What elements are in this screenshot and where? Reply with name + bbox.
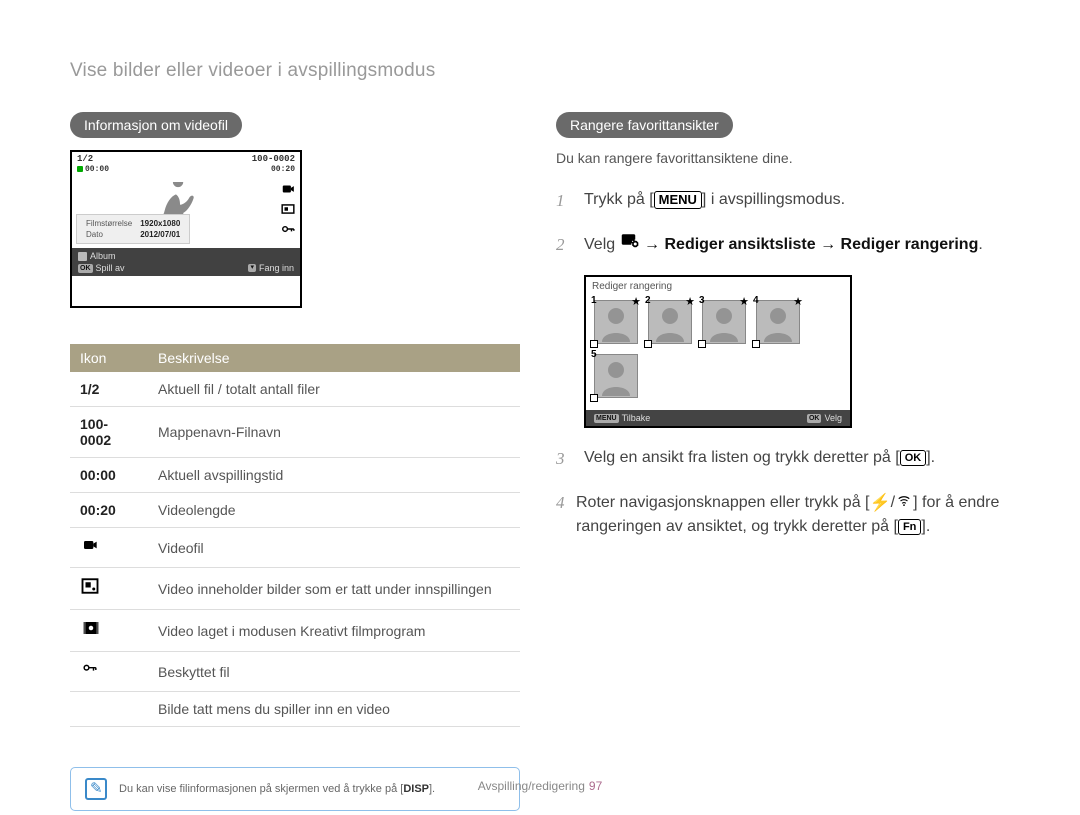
video-info-screen: 1/2 100-0002 00:00 00:20 [70,150,302,308]
table-icon-cell [70,528,148,568]
step-1: 1 Trykk på [MENU] i avspillingsmodus. [556,188,1010,214]
table-desc-cell: Aktuell avspillingstid [148,458,520,493]
ok-key-icon: OK [807,414,822,423]
face-thumbnail [648,300,692,344]
album-icon [78,252,87,261]
table-icon-cell [70,610,148,652]
face-thumbnail [594,354,638,398]
step-2: 2 Velg → Rediger ansiktsliste → Rediger … [556,232,1010,258]
table-row: Bilde tatt mens du spiller inn en video [70,692,520,727]
flash-icon: ⚡ [869,490,890,516]
rec-dot-icon [77,166,83,172]
table-row: Videofil [70,528,520,568]
face-thumbnail [702,300,746,344]
table-head-desc: Beskrivelse [148,344,520,372]
table-head-icon: Ikon [70,344,148,372]
table-icon-cell [70,692,148,727]
video-info-overlay: Filmstørrelse1920x1080 Dato2012/07/01 [76,214,190,244]
table-icon-cell: 100-0002 [70,407,148,458]
face-cell: 2★ [648,300,692,344]
face-cell: 5 [594,354,638,398]
screen-time-left: 00:00 [85,165,109,174]
table-icon-cell [70,652,148,692]
key-icon [80,661,100,681]
screen-footer: Album OKSpill av ▾Fang inn [72,248,300,276]
table-desc-cell: Mappenavn-Filnavn [148,407,520,458]
table-row: 1/2Aktuell fil / totalt antall filer [70,372,520,407]
face-screen-title: Rediger rangering [586,277,850,296]
table-icon-cell: 1/2 [70,372,148,407]
menu-key-icon: MENU [594,414,619,423]
table-icon-cell [70,568,148,610]
key-icon [281,222,295,239]
face-cell: 3★ [702,300,746,344]
step-4: 4 Roter navigasjonsknappen eller trykk p… [556,490,1010,540]
video-icon [281,182,295,199]
table-icon-cell: 00:00 [70,458,148,493]
table-row: 00:20Videolengde [70,493,520,528]
settings-gear-icon [620,232,640,258]
table-desc-cell: Beskyttet fil [148,652,520,692]
down-key-icon: ▾ [248,264,256,272]
table-desc-cell: Bilde tatt mens du spiller inn en video [148,692,520,727]
camera-icon [80,537,100,557]
creative-icon [80,621,102,641]
right-section-pill: Rangere favorittansikter [556,112,733,138]
left-section-pill: Informasjon om videofil [70,112,242,138]
table-desc-cell: Videolengde [148,493,520,528]
screen-time-right: 00:20 [271,165,295,174]
capture-icon [80,579,100,599]
face-thumbnail [756,300,800,344]
right-subtext: Du kan rangere favorittansiktene dine. [556,150,1010,166]
fn-key-icon: Fn [898,519,921,535]
ok-key-icon: OK [78,264,93,273]
screen-top-left: 1/2 [77,154,93,164]
face-cell: 4★ [756,300,800,344]
table-desc-cell: Video laget i modusen Kreativt filmprogr… [148,610,520,652]
table-icon-cell: 00:20 [70,493,148,528]
page-footer: Avspilling/redigering97 [0,779,1080,793]
page-title: Vise bilder eller videoer i avspillingsm… [70,60,1010,82]
face-thumbnail [594,300,638,344]
capture-icon [281,202,295,219]
table-desc-cell: Aktuell fil / totalt antall filer [148,372,520,407]
step-3: 3 Velg en ansikt fra listen og trykk der… [556,446,1010,472]
icon-description-table: Ikon Beskrivelse 1/2Aktuell fil / totalt… [70,344,520,727]
table-desc-cell: Video inneholder bilder som er tatt unde… [148,568,520,610]
menu-key-icon: MENU [654,191,702,209]
table-desc-cell: Videofil [148,528,520,568]
table-row: Video inneholder bilder som er tatt unde… [70,568,520,610]
face-ranking-screen: Rediger rangering 1★2★3★4★5 MENUTilbake … [584,275,852,428]
face-cell: 1★ [594,300,638,344]
table-row: 100-0002Mappenavn-Filnavn [70,407,520,458]
table-row: Beskyttet fil [70,652,520,692]
table-row: 00:00Aktuell avspillingstid [70,458,520,493]
screen-top-right: 100-0002 [252,154,295,164]
table-row: Video laget i modusen Kreativt filmprogr… [70,610,520,652]
ok-key-icon: OK [900,450,927,466]
wifi-icon [895,490,913,516]
